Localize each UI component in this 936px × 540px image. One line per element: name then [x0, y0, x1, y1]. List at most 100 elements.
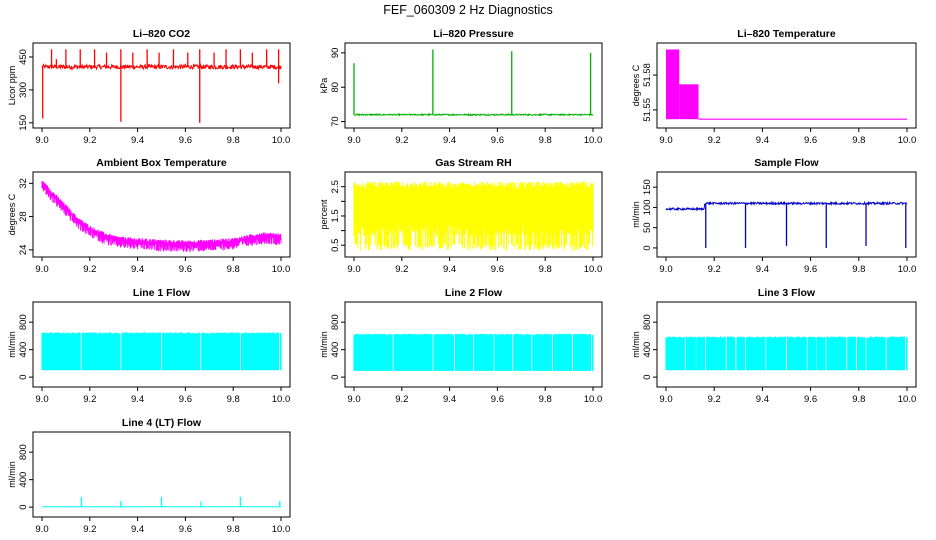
series-co2: [41, 49, 282, 123]
x-tick-label: 9.0: [659, 135, 672, 146]
x-tick-label: 9.0: [35, 135, 48, 146]
panel-line3: Line 3 Flow 9.0 9.2 9.4 9.6 9.8 10.0 0 400 800ml/…: [631, 287, 917, 405]
y-tick-label: 1.5: [330, 209, 341, 222]
y-axis-label: Licor ppm: [7, 66, 17, 106]
series-line3: [665, 336, 908, 371]
panel-title: Line 1 Flow: [133, 287, 191, 299]
y-tick-label: 0: [18, 374, 29, 379]
plot-frame: [32, 431, 291, 518]
plot-frame: [344, 42, 603, 129]
x-tick-label: 9.8: [852, 264, 865, 275]
x-tick-label: 9.2: [708, 394, 721, 405]
panel-title: Gas Stream RH: [435, 157, 511, 169]
x-tick-label: 9.8: [539, 264, 552, 275]
series-sample_flow: [665, 200, 908, 248]
series-line4: [42, 496, 282, 508]
y-tick-label: 450: [18, 49, 29, 65]
x-tick-label: 9.8: [539, 394, 552, 405]
x-tick-label: 9.4: [756, 135, 769, 146]
panel-licor_temp: Li–820 Temperature 9.0 9.2 9.4 9.6 9.8 10.0 51.…: [631, 28, 917, 146]
y-tick-label: 400: [330, 342, 341, 358]
x-tick-label: 9.4: [756, 264, 769, 275]
x-tick-label: 10.0: [272, 135, 291, 146]
x-tick-label: 10.0: [898, 135, 917, 146]
x-tick-label: 9.4: [443, 135, 456, 146]
panel-title: Line 4 (LT) Flow: [122, 417, 202, 429]
flow-trace: [665, 336, 908, 371]
x-tick-label: 9.2: [83, 394, 96, 405]
x-tick-label: 9.2: [395, 264, 408, 275]
rh-trace: [353, 181, 594, 251]
panel-pressure: Li–820 Pressure 9.0 9.2 9.4 9.6 9.8 10.0 70 80 90…: [319, 28, 603, 146]
y-tick-label: 150: [18, 115, 29, 131]
y-axis-label: kPa: [319, 78, 329, 94]
y-axis-label: ml/min: [319, 331, 329, 358]
panel-title: Li–820 Temperature: [737, 28, 836, 40]
x-tick-label: 9.0: [35, 264, 48, 275]
x-tick-label: 9.4: [131, 135, 144, 146]
plot-frame: [32, 171, 291, 258]
y-axis-label: degrees C: [7, 193, 17, 235]
plot-frame: [656, 171, 917, 258]
y-tick-label: 0.5: [330, 239, 341, 252]
x-tick-label: 10.0: [584, 264, 603, 275]
panel-rh: Gas Stream RH 9.0 9.2 9.4 9.6 9.8 10.0 0.5 1.5 2.…: [319, 157, 603, 275]
x-tick-label: 9.6: [804, 135, 817, 146]
panel-title: Ambient Box Temperature: [96, 157, 227, 169]
panel-line4: Line 4 (LT) Flow 9.0 9.2 9.4 9.6 9.8 10.0 0 400 8…: [7, 417, 291, 535]
y-tick-label: 24: [18, 245, 29, 256]
y-tick-label: 300: [18, 82, 29, 98]
x-tick-label: 9.0: [347, 264, 360, 275]
y-tick-label: 2.5: [330, 180, 341, 193]
y-tick-label: 50: [642, 222, 653, 233]
x-tick-label: 9.0: [347, 135, 360, 146]
y-tick-label: 800: [18, 314, 29, 330]
x-tick-label: 9.4: [131, 264, 144, 275]
x-tick-label: 9.6: [491, 135, 504, 146]
figure-title: FEF_060309 2 Hz Diagnostics: [383, 3, 553, 17]
y-axis-label: ml/min: [7, 331, 17, 358]
plot-frame: [656, 301, 917, 388]
x-tick-label: 9.0: [347, 394, 360, 405]
y-tick-label: 51.58: [642, 63, 653, 87]
y-tick-label: 32: [18, 178, 29, 189]
y-axis-label: ml/min: [631, 331, 641, 358]
series-line2: [353, 333, 594, 371]
panel-title: Li–820 Pressure: [433, 28, 514, 40]
x-tick-label: 9.8: [227, 394, 240, 405]
series-pressure: [353, 49, 594, 117]
x-tick-label: 10.0: [584, 394, 603, 405]
y-axis-label: ml/min: [7, 461, 17, 488]
plot-frame: [656, 42, 917, 129]
x-tick-label: 10.0: [272, 264, 291, 275]
x-tick-label: 9.8: [852, 135, 865, 146]
y-axis-label: degrees C: [631, 64, 641, 106]
x-tick-label: 9.2: [395, 394, 408, 405]
x-tick-label: 10.0: [272, 524, 291, 535]
y-tick-label: 90: [330, 48, 341, 59]
panel-line1: Line 1 Flow 9.0 9.2 9.4 9.6 9.8 10.0 0 400 800ml/…: [7, 287, 291, 405]
x-tick-label: 9.4: [443, 264, 456, 275]
x-tick-label: 9.8: [227, 264, 240, 275]
x-tick-label: 10.0: [272, 394, 291, 405]
x-tick-label: 9.0: [659, 394, 672, 405]
y-tick-label: 0: [642, 374, 653, 379]
y-tick-label: 28: [18, 211, 29, 222]
y-tick-label: 100: [642, 199, 653, 215]
y-tick-label: 400: [18, 472, 29, 488]
x-tick-label: 9.6: [179, 264, 192, 275]
panel-co2: Li–820 CO2 9.0 9.2 9.4 9.6 9.8 10.0 150 300 450Li…: [7, 28, 291, 146]
series-rh: [353, 181, 594, 251]
x-tick-label: 9.2: [83, 135, 96, 146]
x-tick-label: 9.4: [756, 394, 769, 405]
x-tick-label: 9.6: [179, 394, 192, 405]
panel-line2: Line 2 Flow 9.0 9.2 9.4 9.6 9.8 10.0 0 400 800ml/…: [319, 287, 603, 405]
x-tick-label: 9.4: [131, 394, 144, 405]
y-tick-label: 400: [642, 342, 653, 358]
y-tick-label: 70: [330, 116, 341, 127]
x-tick-label: 9.0: [659, 264, 672, 275]
trace: [41, 62, 282, 71]
plot-frame: [32, 301, 291, 388]
panel-title: Line 3 Flow: [758, 287, 816, 299]
